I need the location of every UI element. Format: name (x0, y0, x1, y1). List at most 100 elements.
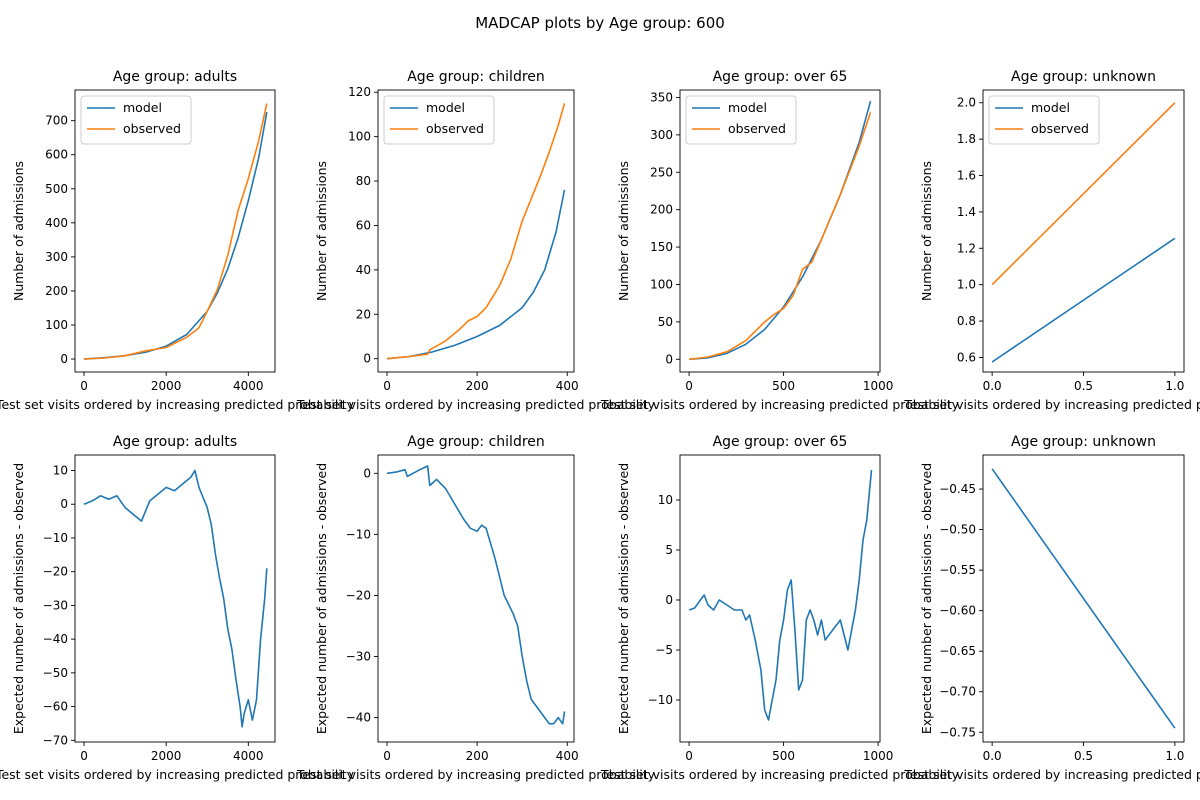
axes-frame (679, 454, 881, 743)
legend-label-observed: observed (426, 121, 484, 136)
y-tick-label: 0 (60, 497, 68, 511)
panel-title: Age group: adults (113, 69, 237, 85)
y-tick-label: −50 (43, 666, 68, 680)
x-axis-label: Test set visits ordered by increasing pr… (296, 767, 656, 782)
x-tick-label: 0 (80, 749, 88, 763)
x-tick-label: 0 (80, 379, 88, 393)
y-tick-label: 100 (45, 318, 68, 332)
x-tick-label: 0.5 (1074, 749, 1093, 763)
panel-title: Age group: unknown (1011, 69, 1156, 85)
y-tick-label: 150 (650, 240, 673, 254)
series-line-model (386, 189, 566, 360)
y-tick-label: −20 (43, 565, 68, 579)
x-tick-label: 4000 (233, 749, 264, 763)
legend: model observed (988, 95, 1100, 145)
panel-title: Age group: children (407, 69, 545, 85)
axes-frame (74, 454, 276, 743)
legend-label-model: model (123, 100, 162, 115)
y-tick-label: 500 (45, 182, 68, 196)
y-tick-label: 1.8 (957, 132, 976, 146)
chart-panel-3: Age group: over 65 0 500 1000 0 50 100 150 200 25… (600, 69, 960, 412)
y-tick-label: 350 (650, 90, 673, 104)
x-tick-label: 1000 (863, 379, 894, 393)
x-tick-label: 0 (685, 379, 693, 393)
y-tick-label: −0.55 (939, 563, 976, 577)
y-tick-label: −30 (43, 598, 68, 612)
x-tick-label: 0.0 (983, 749, 1002, 763)
y-tick-label: −20 (346, 588, 371, 602)
y-tick-label: 0 (665, 593, 673, 607)
y-tick-label: 0 (665, 352, 673, 366)
x-tick-label: 400 (556, 749, 579, 763)
panel-title: Age group: over 65 (713, 434, 848, 450)
x-axis-label: Test set visits ordered by increasing pr… (903, 397, 1200, 412)
y-axis-label: Number of admissions (919, 161, 934, 301)
legend-label-model: model (728, 100, 767, 115)
y-tick-label: 300 (650, 128, 673, 142)
chart-panel-8: Age group: unknown 0.0 0.5 1.0 −0.45 −0.50 −0.… (903, 434, 1200, 782)
y-tick-label: 1.4 (957, 205, 976, 219)
axes-frame (679, 89, 881, 373)
legend-label-model: model (426, 100, 465, 115)
y-tick-label: 60 (356, 218, 371, 232)
series-line-difference (83, 469, 268, 728)
y-axis-label: Expected number of admissions - observed (616, 463, 631, 734)
y-tick-label: −0.70 (939, 685, 976, 699)
legend: model observed (383, 95, 495, 145)
y-axis-label: Number of admissions (314, 161, 329, 301)
legend-label-observed: observed (1031, 121, 1089, 136)
x-tick-label: 500 (772, 379, 795, 393)
legend-label-observed: observed (123, 121, 181, 136)
y-tick-label: 1.0 (957, 278, 976, 292)
y-tick-label: 700 (45, 114, 68, 128)
series-line-observed (83, 103, 268, 360)
y-tick-label: 600 (45, 148, 68, 162)
x-tick-label: 0 (383, 379, 391, 393)
y-tick-label: 0.6 (957, 350, 976, 364)
y-tick-label: 80 (356, 174, 371, 188)
x-tick-label: 2000 (151, 379, 182, 393)
legend: model observed (685, 95, 797, 145)
series-line-model (83, 111, 268, 360)
panel-title: Age group: adults (113, 434, 237, 450)
y-tick-label: −0.75 (939, 725, 976, 739)
y-tick-label: −0.65 (939, 644, 976, 658)
x-axis-label: Test set visits ordered by increasing pr… (600, 397, 960, 412)
y-tick-label: −10 (43, 531, 68, 545)
y-tick-label: 0 (363, 466, 371, 480)
legend: model observed (80, 95, 192, 145)
legend-label-observed: observed (728, 121, 786, 136)
x-axis-label: Test set visits ordered by increasing pr… (0, 767, 355, 782)
x-axis-label: Test set visits ordered by increasing pr… (600, 767, 960, 782)
y-tick-label: −40 (43, 632, 68, 646)
y-tick-label: −0.50 (939, 523, 976, 537)
chart-panel-5: Age group: adults 0 2000 4000 10 0 −10 −20 −30 −4… (0, 434, 355, 782)
y-tick-label: −5 (655, 643, 673, 657)
x-tick-label: 4000 (233, 379, 264, 393)
x-tick-label: 0 (383, 749, 391, 763)
series-line-observed (689, 112, 872, 361)
series-line-observed (386, 103, 566, 360)
y-axis-label: Expected number of admissions - observed (11, 463, 26, 734)
chart-panel-4: Age group: unknown 0.0 0.5 1.0 0.6 0.8 1.0 1.2 1… (903, 69, 1200, 412)
y-tick-label: −10 (648, 693, 673, 707)
y-tick-label: 40 (356, 263, 371, 277)
y-tick-label: 200 (45, 284, 68, 298)
y-tick-label: 0.8 (957, 314, 976, 328)
series-line-difference (991, 468, 1176, 729)
y-tick-label: 0 (60, 352, 68, 366)
y-axis-label: Number of admissions (616, 161, 631, 301)
y-tick-label: −10 (346, 527, 371, 541)
y-tick-label: 250 (650, 165, 673, 179)
axes-frame (74, 89, 276, 373)
y-tick-label: 1.6 (957, 169, 976, 183)
x-tick-label: 400 (556, 379, 579, 393)
y-tick-label: −0.45 (939, 482, 976, 496)
chart-panel-1: Age group: adults 0 2000 4000 0 100 200 300 400 5… (0, 69, 355, 412)
y-axis-label: Expected number of admissions - observed (314, 463, 329, 734)
y-tick-label: 400 (45, 216, 68, 230)
x-axis-label: Test set visits ordered by increasing pr… (296, 397, 656, 412)
figure-suptitle: MADCAP plots by Age group: 600 (475, 14, 725, 32)
y-tick-label: 100 (650, 277, 673, 291)
